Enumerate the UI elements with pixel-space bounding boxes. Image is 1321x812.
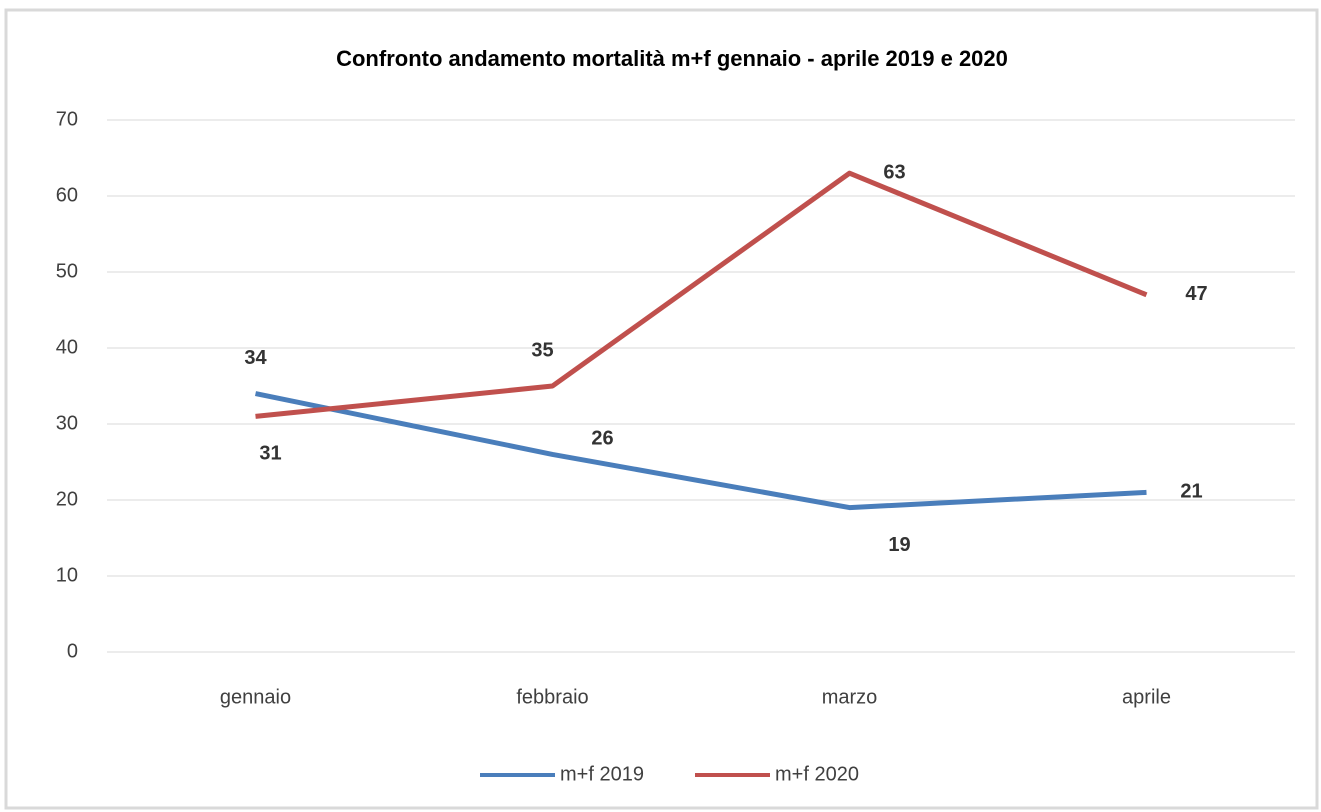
y-tick-label: 50	[56, 260, 78, 282]
legend-label: m+f 2019	[560, 763, 644, 785]
y-tick-label: 10	[56, 564, 78, 586]
chart-title: Confronto andamento mortalità m+f gennai…	[336, 46, 1008, 71]
y-tick-label: 0	[67, 640, 78, 662]
data-label: 31	[259, 443, 281, 465]
x-tick-label: marzo	[822, 686, 878, 708]
data-label: 47	[1185, 283, 1207, 305]
series-line	[254, 391, 1147, 511]
y-tick-label: 70	[56, 108, 78, 130]
data-label: 35	[531, 339, 553, 361]
legend-label: m+f 2020	[775, 763, 859, 785]
y-tick-label: 60	[56, 184, 78, 206]
chart-border	[4, 8, 1319, 810]
y-tick-label: 40	[56, 336, 78, 358]
series-line	[255, 170, 1148, 419]
x-tick-label: gennaio	[220, 686, 291, 708]
y-tick-label: 20	[56, 488, 78, 510]
x-tick-label: aprile	[1122, 686, 1171, 708]
data-label: 63	[883, 161, 905, 183]
data-label: 21	[1180, 481, 1202, 503]
data-label: 19	[888, 534, 910, 556]
x-tick-label: febbraio	[516, 686, 588, 708]
y-tick-label: 30	[56, 412, 78, 434]
data-label: 34	[244, 347, 267, 369]
data-label: 26	[591, 428, 613, 450]
